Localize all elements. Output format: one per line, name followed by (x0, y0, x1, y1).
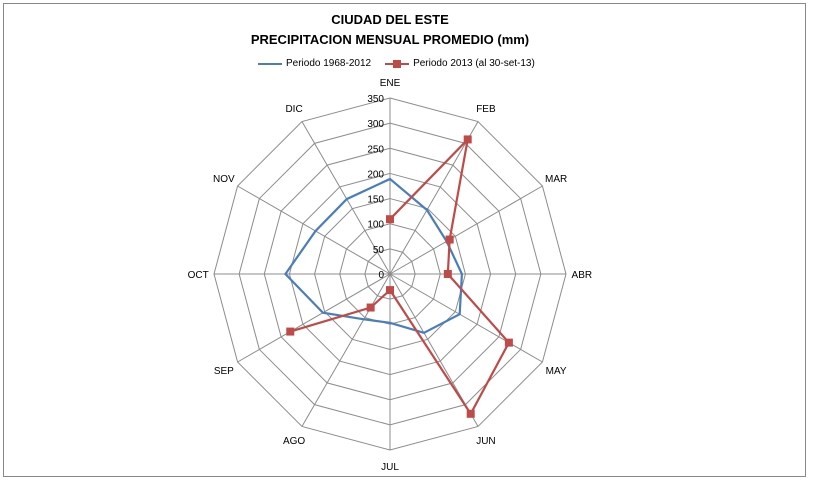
r-tick-label: 200 (367, 169, 384, 180)
data-point-2 (286, 327, 295, 336)
category-label: MAY (546, 366, 567, 377)
grid-spoke (389, 273, 543, 363)
r-tick-label: 350 (367, 94, 384, 105)
r-tick-label: 100 (367, 220, 384, 231)
category-label: JUN (476, 436, 495, 447)
category-label: NOV (213, 174, 235, 185)
data-point-2 (366, 303, 375, 312)
category-label: AGO (283, 436, 305, 447)
data-point-2 (466, 409, 475, 418)
chart-subtitle: PRECIPITACION MENSUAL PROMEDIO (mm) (250, 32, 530, 47)
r-tick-label: 300 (367, 119, 384, 130)
legend: Periodo 1968-2012 Periodo 2013 (al 30-se… (258, 58, 535, 69)
grid-spoke (237, 185, 391, 275)
data-point-2 (386, 286, 394, 295)
grid-spoke (301, 121, 391, 275)
category-label: DIC (285, 104, 302, 115)
series-line-2 (289, 136, 511, 416)
grid-spoke (237, 273, 391, 363)
data-point-2 (463, 135, 472, 144)
r-tick-label: 50 (373, 245, 385, 256)
grid-spoke (389, 185, 543, 275)
legend-line-blue (258, 62, 282, 65)
legend-item-1: Periodo 1968-2012 (258, 58, 371, 69)
r-tick-label: 150 (367, 195, 384, 206)
r-tick-label: 0 (378, 270, 384, 281)
category-label: JUL (381, 462, 399, 473)
grid-spoke (301, 273, 391, 427)
category-label: FEB (476, 104, 496, 115)
data-point-2 (445, 235, 454, 244)
r-tick-label: 250 (367, 144, 384, 155)
chart-area (3, 3, 806, 477)
legend-item-2: Periodo 2013 (al 30-set-13) (385, 58, 535, 69)
category-label: ENE (380, 78, 401, 89)
data-point-2 (386, 215, 394, 224)
legend-line-red (385, 59, 410, 68)
chart-title: CIUDAD DEL ESTE (331, 12, 449, 27)
legend-label-1: Periodo 1968-2012 (286, 58, 372, 69)
category-label: OCT (188, 270, 209, 281)
category-label: MAR (545, 174, 567, 185)
data-point-2 (504, 338, 513, 347)
category-label: ABR (572, 270, 593, 281)
legend-label-2: Periodo 2013 (al 30-set-13) (413, 58, 535, 69)
grid-spoke (389, 121, 479, 275)
category-label: SEP (214, 366, 234, 377)
data-point-2 (443, 270, 452, 278)
